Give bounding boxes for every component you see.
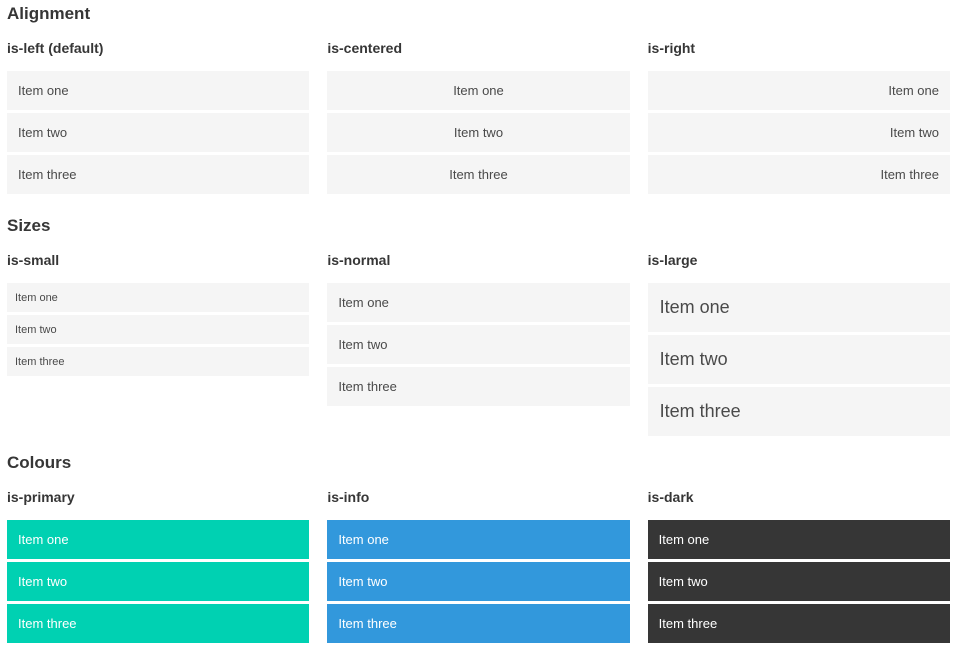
column-title: is-right — [647, 40, 696, 56]
list-item[interactable]: Item one — [7, 520, 310, 559]
list-item[interactable]: Item one — [7, 71, 310, 110]
list-item[interactable]: Item two — [7, 315, 310, 344]
list-item[interactable]: Item two — [7, 562, 310, 601]
list-item[interactable]: Item three — [7, 155, 310, 194]
column-is-dark: is-dark Item one Item two Item three — [647, 489, 950, 643]
list-item[interactable]: Item two — [647, 113, 950, 152]
list-is-dark: Item one Item two Item three — [647, 520, 950, 643]
list-item[interactable]: Item one — [647, 520, 950, 559]
list-is-primary: Item one Item two Item three — [7, 520, 310, 643]
list-is-large: Item one Item two Item three — [647, 283, 950, 436]
section-title: Alignment — [7, 4, 91, 23]
section-title: Sizes — [7, 216, 51, 235]
section-colours: Colours is-primary Item one Item two Ite… — [7, 453, 950, 643]
column-title: is-primary — [7, 489, 75, 505]
column-is-right: is-right Item one Item two Item three — [647, 40, 950, 194]
list-is-right: Item one Item two Item three — [647, 71, 950, 194]
list-item[interactable]: Item three — [7, 604, 310, 643]
column-is-info: is-info Item one Item two Item three — [327, 489, 630, 643]
section-title: Colours — [7, 453, 72, 472]
list-is-info: Item one Item two Item three — [327, 520, 630, 643]
section-alignment: Alignment is-left (default) Item one Ite… — [7, 4, 950, 194]
alignment-columns: is-left (default) Item one Item two Item… — [7, 40, 950, 194]
column-is-left: is-left (default) Item one Item two Item… — [7, 40, 310, 194]
sizes-columns: is-small Item one Item two Item three is… — [7, 252, 950, 436]
list-item[interactable]: Item two — [327, 325, 630, 364]
list-item[interactable]: Item two — [327, 113, 630, 152]
column-is-normal: is-normal Item one Item two Item three — [327, 252, 630, 406]
list-is-centered: Item one Item two Item three — [327, 71, 630, 194]
list-item[interactable]: Item three — [327, 367, 630, 406]
section-sizes: Sizes is-small Item one Item two Item th… — [7, 216, 950, 436]
list-item[interactable]: Item one — [327, 283, 630, 322]
list-item[interactable]: Item two — [327, 562, 630, 601]
list-item[interactable]: Item three — [647, 155, 950, 194]
column-title: is-small — [7, 252, 60, 268]
list-item[interactable]: Item one — [7, 283, 310, 312]
list-item[interactable]: Item three — [327, 604, 630, 643]
list-item[interactable]: Item three — [7, 347, 310, 376]
column-title: is-left (default) — [7, 40, 104, 56]
list-item[interactable]: Item one — [327, 520, 630, 559]
column-title: is-large — [647, 252, 698, 268]
column-is-centered: is-centered Item one Item two Item three — [327, 40, 630, 194]
colours-columns: is-primary Item one Item two Item three … — [7, 489, 950, 643]
list-item[interactable]: Item one — [327, 71, 630, 110]
list-item[interactable]: Item one — [647, 283, 950, 332]
column-is-small: is-small Item one Item two Item three — [7, 252, 310, 376]
list-item[interactable]: Item two — [647, 335, 950, 384]
page: Alignment is-left (default) Item one Ite… — [7, 4, 950, 643]
column-title: is-dark — [647, 489, 694, 505]
list-is-small: Item one Item two Item three — [7, 283, 310, 376]
list-is-left: Item one Item two Item three — [7, 71, 310, 194]
list-item[interactable]: Item three — [647, 387, 950, 436]
list-is-normal: Item one Item two Item three — [327, 283, 630, 406]
list-item[interactable]: Item two — [7, 113, 310, 152]
list-item[interactable]: Item two — [647, 562, 950, 601]
list-item[interactable]: Item three — [647, 604, 950, 643]
column-title: is-centered — [327, 40, 403, 56]
list-item[interactable]: Item three — [327, 155, 630, 194]
column-title: is-normal — [327, 252, 391, 268]
column-is-large: is-large Item one Item two Item three — [647, 252, 950, 436]
column-title: is-info — [327, 489, 370, 505]
column-is-primary: is-primary Item one Item two Item three — [7, 489, 310, 643]
list-item[interactable]: Item one — [647, 71, 950, 110]
